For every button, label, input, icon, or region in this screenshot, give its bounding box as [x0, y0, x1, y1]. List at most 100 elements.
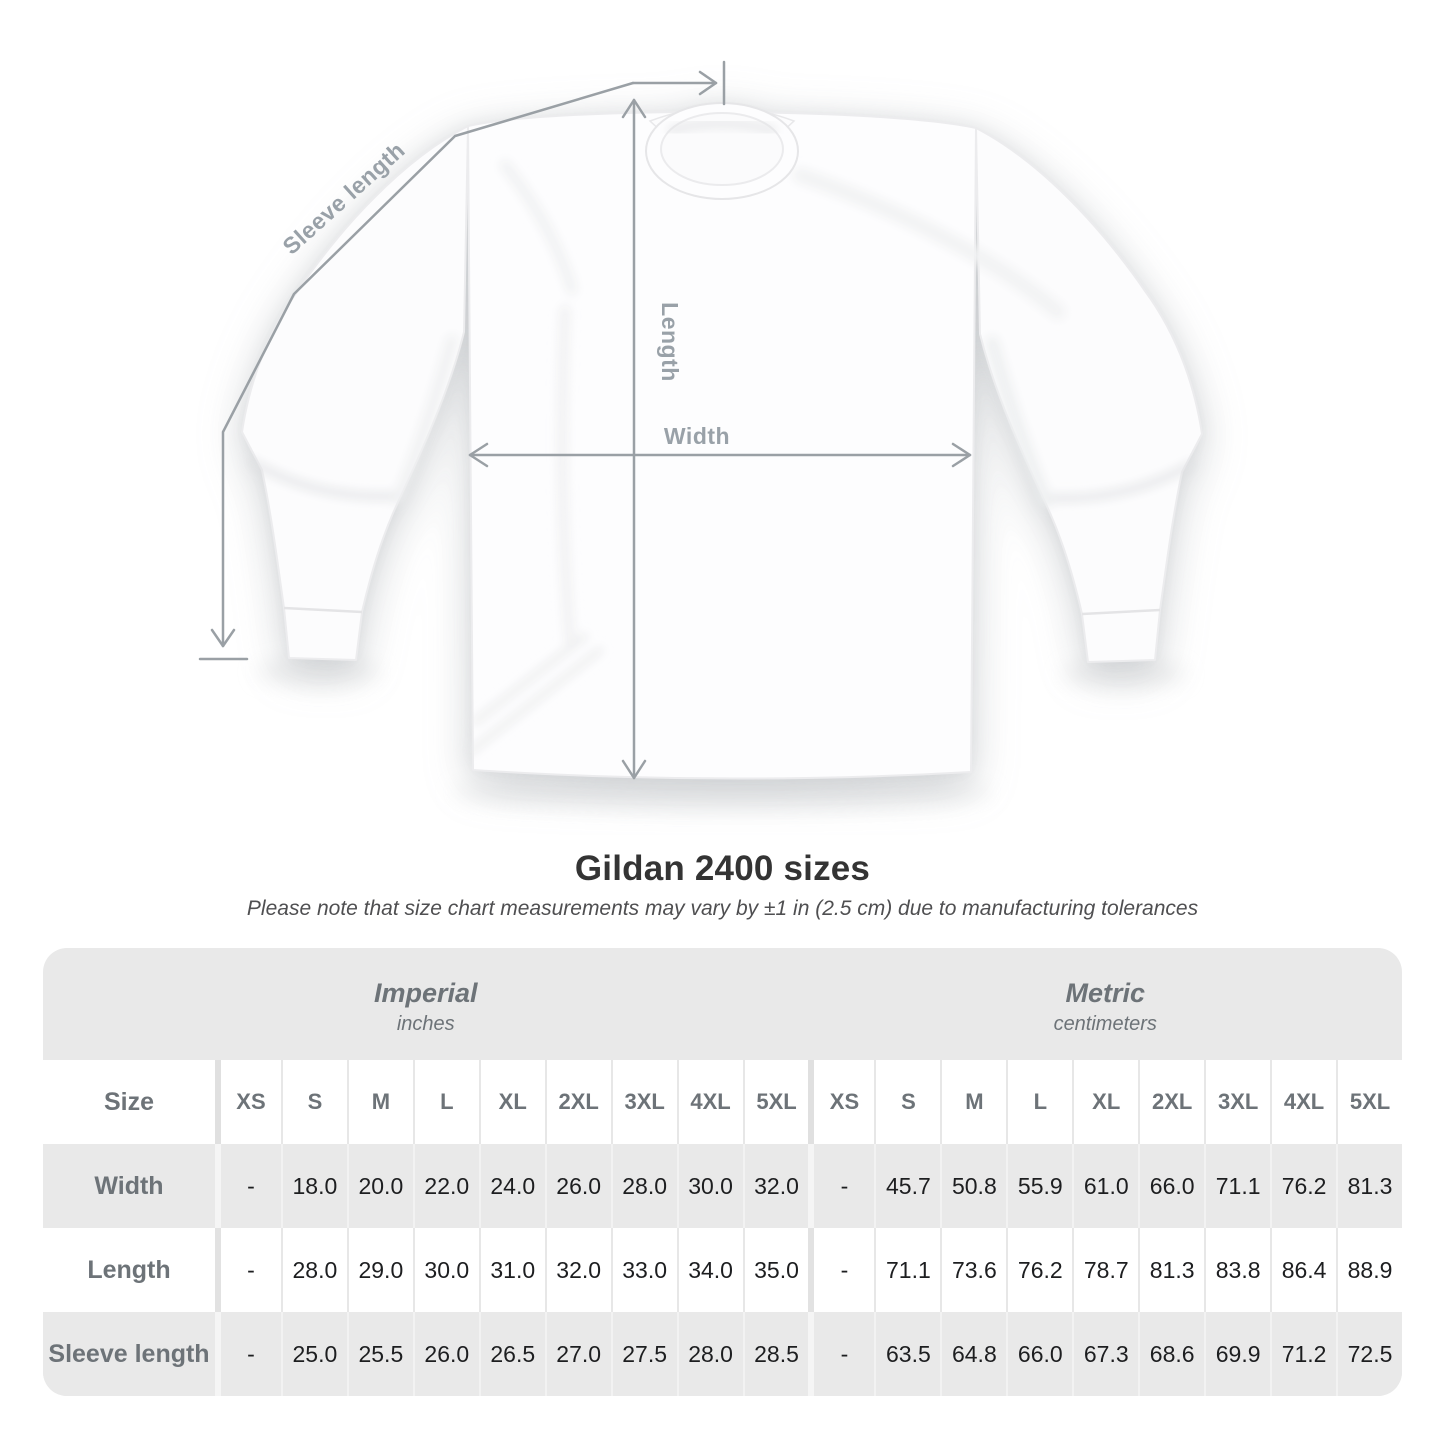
shirt-diagram-svg: Width Length Sleeve length: [198, 60, 1203, 808]
measurement-value: 64.8: [940, 1312, 1006, 1396]
measurement-value: 45.7: [874, 1144, 940, 1228]
size-column-header: 4XL: [1270, 1060, 1336, 1144]
measurement-value: 26.5: [478, 1312, 545, 1396]
size-column-header: 4XL: [676, 1060, 743, 1144]
width-arrow: [468, 442, 972, 468]
measurement-value: 88.9: [1336, 1228, 1402, 1312]
measurement-value: 24.0: [478, 1144, 545, 1228]
measurement-value: 71.1: [874, 1228, 940, 1312]
measurement-value: 66.0: [1006, 1312, 1072, 1396]
left-cuff-seam: [283, 606, 363, 614]
measurement-value: 72.5: [1336, 1312, 1402, 1396]
right-cuff-seam: [1081, 608, 1161, 616]
collar: [645, 102, 799, 200]
measurement-value: 18.0: [280, 1144, 347, 1228]
measurement-value: 81.3: [1138, 1228, 1204, 1312]
measurement-value: -: [215, 1144, 281, 1228]
size-table: Imperial inches Metric centimeters Size …: [43, 948, 1402, 1396]
width-label: Width: [664, 423, 730, 449]
measurement-value: 76.2: [1006, 1228, 1072, 1312]
measurement-value: 32.0: [544, 1228, 611, 1312]
measurement-value: 71.2: [1270, 1312, 1336, 1396]
imperial-section-header: Imperial inches: [43, 948, 809, 1060]
imperial-section-unit: inches: [396, 1013, 455, 1035]
measurement-value: 25.5: [346, 1312, 413, 1396]
table-row: Width -18.0 20.0 22.0 24.0 26.0 28.0 30.0 32.0-4…: [43, 1144, 1402, 1228]
imperial-section-name: Imperial: [373, 978, 478, 1008]
size-column-header: L: [1006, 1060, 1072, 1144]
measurement-value: 69.9: [1204, 1312, 1270, 1396]
measurement-value: 27.0: [544, 1312, 611, 1396]
table-row: Sleeve length -25.0 25.5 26.0 26.5 27.0 27.5 28…: [43, 1312, 1402, 1396]
shirt-measurement-diagram: Width Length Sleeve length: [198, 60, 1203, 808]
size-column-header: M: [940, 1060, 1006, 1144]
metric-section-unit: centimeters: [1053, 1013, 1157, 1035]
page-subtitle: Please note that size chart measurements…: [246, 897, 1199, 920]
measurement-value: -: [808, 1312, 874, 1396]
measurement-value: 55.9: [1006, 1144, 1072, 1228]
measurement-value: 26.0: [412, 1312, 479, 1396]
measurement-value: 83.8: [1204, 1228, 1270, 1312]
measurement-value: 86.4: [1270, 1228, 1336, 1312]
measurement-value: 30.0: [676, 1144, 743, 1228]
measurement-value: 78.7: [1072, 1228, 1138, 1312]
size-header-cell: Size: [103, 1087, 155, 1116]
row-label: Sleeve length: [48, 1339, 210, 1368]
measurement-value: 81.3: [1336, 1144, 1402, 1228]
size-column-header: 3XL: [610, 1060, 677, 1144]
measurement-value: 32.0: [742, 1144, 809, 1228]
measurement-value: 68.6: [1138, 1312, 1204, 1396]
measurement-value: 25.0: [280, 1312, 347, 1396]
size-column-header: 5XL: [742, 1060, 809, 1144]
measurement-value: 28.5: [742, 1312, 809, 1396]
size-column-header: 2XL: [1138, 1060, 1204, 1144]
length-label: Length: [657, 302, 683, 382]
size-column-header: XL: [1072, 1060, 1138, 1144]
size-column-header: 5XL: [1336, 1060, 1402, 1144]
measurement-value: 61.0: [1072, 1144, 1138, 1228]
table-section-header-row: Imperial inches Metric centimeters: [43, 948, 1402, 1060]
metric-section-header: Metric centimeters: [809, 948, 1403, 1060]
measurement-value: -: [808, 1144, 874, 1228]
size-column-header: 2XL: [544, 1060, 611, 1144]
measurement-value: 71.1: [1204, 1144, 1270, 1228]
measurement-value: 30.0: [412, 1228, 479, 1312]
measurement-value: 76.2: [1270, 1144, 1336, 1228]
sleeve-length-arrow: [198, 60, 726, 661]
shirt-shadows: [256, 660, 1186, 808]
measurement-value: 27.5: [610, 1312, 677, 1396]
measurement-value: -: [215, 1312, 281, 1396]
metric-section-name: Metric: [1065, 978, 1146, 1008]
measurement-value: -: [215, 1228, 281, 1312]
size-column-header: XS: [215, 1060, 281, 1144]
measurement-value: 28.0: [676, 1312, 743, 1396]
measurement-value: 31.0: [478, 1228, 545, 1312]
measurement-value: 67.3: [1072, 1312, 1138, 1396]
measurement-value: 20.0: [346, 1144, 413, 1228]
size-column-header: S: [280, 1060, 347, 1144]
measurement-value: 35.0: [742, 1228, 809, 1312]
measurement-arrows: [198, 60, 972, 780]
measurement-value: 63.5: [874, 1312, 940, 1396]
row-label: Width: [94, 1171, 164, 1200]
measurement-value: 34.0: [676, 1228, 743, 1312]
shirt-body: [467, 110, 977, 780]
size-column-header: L: [412, 1060, 479, 1144]
measurement-value: 73.6: [940, 1228, 1006, 1312]
size-column-header: M: [346, 1060, 413, 1144]
shirt-creases: [248, 160, 1196, 755]
size-column-header: 3XL: [1204, 1060, 1270, 1144]
measurement-value: 66.0: [1138, 1144, 1204, 1228]
page-title: Gildan 2400 sizes: [574, 849, 871, 888]
measurement-value: 33.0: [610, 1228, 677, 1312]
size-column-header: S: [874, 1060, 940, 1144]
measurement-value: 50.8: [940, 1144, 1006, 1228]
table-size-header-row: Size XS S M L XL 2XL 3XL 4XL 5XL XS S M L XL 2XL 3XL 4XL…: [43, 1060, 1402, 1144]
table-row: Length -28.0 29.0 30.0 31.0 32.0 33.0 34.0 35.0-…: [43, 1228, 1402, 1312]
row-label: Length: [87, 1255, 171, 1284]
measurement-value: 28.0: [610, 1144, 677, 1228]
measurement-value: -: [808, 1228, 874, 1312]
size-column-header: XS: [808, 1060, 874, 1144]
size-column-header: XL: [478, 1060, 545, 1144]
